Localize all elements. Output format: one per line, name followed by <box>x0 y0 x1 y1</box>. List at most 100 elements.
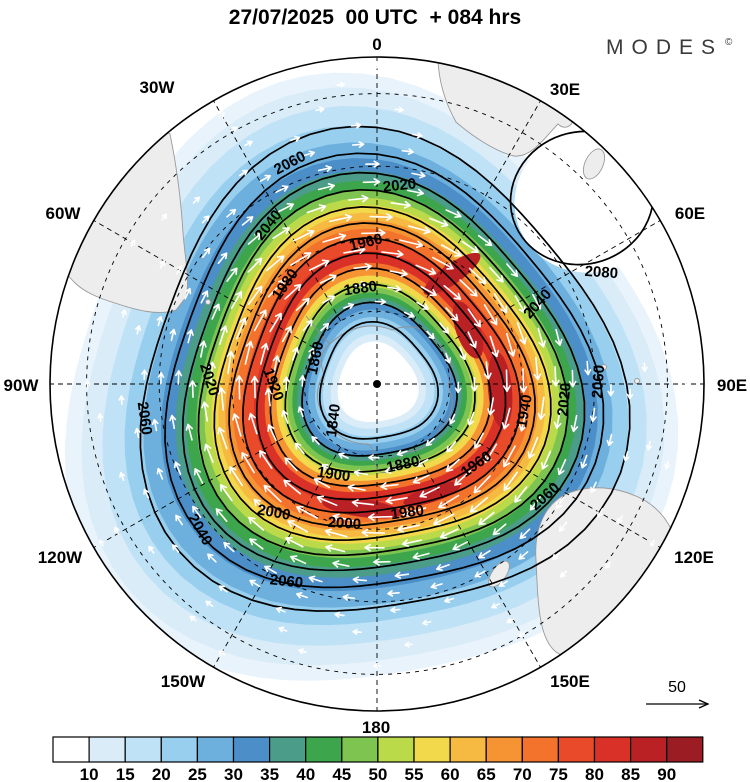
contour-label: 2060 <box>589 364 608 398</box>
colorbar-cell <box>269 736 307 763</box>
wind-arrow <box>232 413 242 437</box>
wind-arrow <box>384 467 400 474</box>
wind-arrow <box>387 590 400 597</box>
wind-arrow <box>617 515 623 524</box>
wind-arrow <box>397 524 421 533</box>
colorbar-tick: 55 <box>405 765 424 782</box>
wind-arrow <box>387 285 402 293</box>
wind-arrow <box>489 335 499 358</box>
wind-arrow <box>352 281 368 289</box>
wind-arrow <box>518 551 529 560</box>
wind-arrow <box>119 471 125 481</box>
wind-arrow <box>336 81 346 88</box>
geopotential-contour-layer <box>139 125 655 612</box>
contour-label: 2060 <box>134 401 155 436</box>
wind-arrow <box>151 418 159 432</box>
wind-arrow <box>290 135 301 142</box>
wind-arrow <box>478 511 495 526</box>
wind-arrow <box>394 106 404 113</box>
land-australia <box>535 487 681 665</box>
land-island-1 <box>601 364 607 370</box>
wind-arrow <box>302 319 313 332</box>
wind-arrow <box>263 484 282 503</box>
wind-arrow <box>205 600 214 608</box>
wind-arrow <box>365 160 380 168</box>
wind-arrow <box>439 322 450 334</box>
wind-arrow <box>415 458 429 467</box>
reference-arrow: 50 <box>646 679 710 709</box>
wind-arrow <box>415 264 437 276</box>
wind-arrow <box>218 585 228 593</box>
wind-arrow <box>350 122 362 129</box>
wind-arrow <box>249 579 261 588</box>
wind-arrow <box>342 594 356 601</box>
wind-arrow <box>394 571 410 579</box>
colorbar-cell <box>88 736 126 763</box>
reference-arrowhead <box>698 699 710 709</box>
wind-arrow <box>298 648 307 655</box>
wind-arrow <box>244 140 253 147</box>
wind-arrow <box>244 340 254 365</box>
wind-arrow <box>484 443 498 463</box>
wind-arrow <box>438 494 460 509</box>
wind-arrow <box>215 508 228 522</box>
wind-arrow <box>606 433 614 447</box>
wind-arrow <box>590 481 597 494</box>
wind-arrow <box>527 436 539 459</box>
wind-arrow <box>218 650 226 656</box>
wind-arrow <box>467 331 477 349</box>
contour-1860 <box>301 301 458 457</box>
wind-arrow <box>664 460 671 470</box>
meridian-line <box>213 446 342 668</box>
wind-arrow <box>264 388 273 407</box>
lon-label-150W: 150W <box>161 672 206 691</box>
wind-arrow <box>293 229 315 242</box>
wind-arrow <box>296 505 318 519</box>
wind-arrow <box>260 342 269 365</box>
wind-arrow <box>584 360 592 376</box>
wind-arrow <box>284 283 302 300</box>
wind-arrow <box>436 563 450 571</box>
wind-arrow <box>381 250 404 258</box>
wind-arrow <box>284 457 298 472</box>
wind-arrow <box>207 553 217 563</box>
wind-arrow <box>684 380 691 388</box>
wind-arrow <box>343 302 355 310</box>
colorbar-tick: 70 <box>513 765 532 782</box>
wind-arrow <box>269 312 282 333</box>
wind-arrow <box>422 619 432 626</box>
wind-arrow <box>319 274 337 284</box>
contour-2020 <box>181 171 586 572</box>
wind-arrow <box>348 194 369 203</box>
wind-arrow <box>551 366 560 387</box>
wind-arrow <box>229 126 238 132</box>
wind-arrow <box>389 269 408 278</box>
wind-arrow <box>623 451 630 462</box>
wind-arrow <box>317 183 335 191</box>
wind-arrow <box>467 411 475 426</box>
wind-arrow <box>351 499 375 507</box>
wind-arrow <box>483 361 492 380</box>
wind-arrow <box>429 217 449 228</box>
wind-arrow <box>250 375 259 399</box>
wind-arrow <box>503 471 518 491</box>
wind-arrow <box>570 414 579 433</box>
wind-arrow <box>459 279 478 297</box>
wind-arrow <box>272 355 281 374</box>
extreme-wind-patch <box>322 497 402 519</box>
wind-arrow <box>316 495 338 507</box>
wind-arrow <box>514 486 528 503</box>
wind-arrow <box>483 304 498 326</box>
wind-arrow <box>172 544 180 553</box>
wind-arrow <box>361 528 386 537</box>
wind-arrow <box>503 445 516 468</box>
wind-arrow <box>321 464 335 473</box>
wind-arrow <box>329 213 353 223</box>
wind-arrow <box>317 165 332 172</box>
wind-arrow <box>325 544 346 553</box>
wind-arrow <box>404 641 413 648</box>
wind-arrow <box>141 369 148 380</box>
wind-arrow <box>474 432 485 449</box>
wind-arrow <box>532 293 542 310</box>
